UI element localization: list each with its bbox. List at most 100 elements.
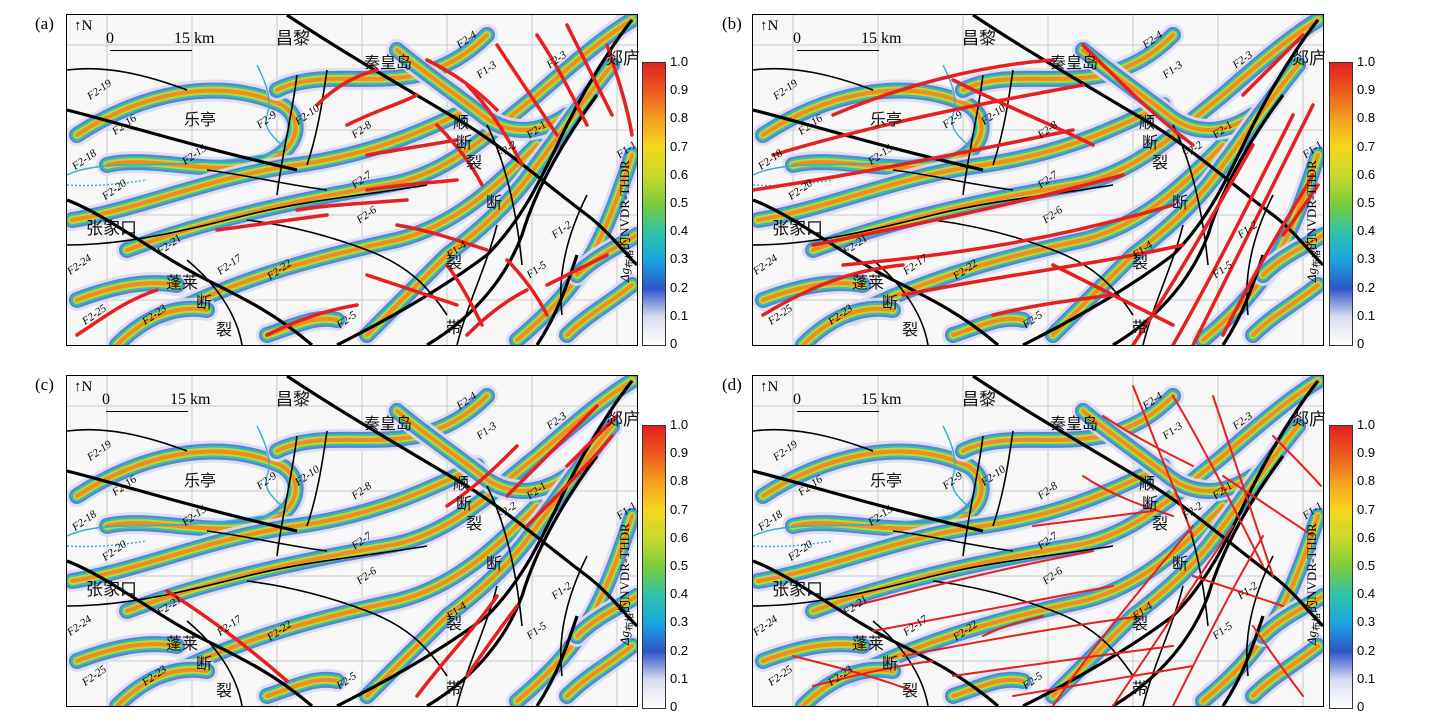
major-fault-line <box>67 559 314 706</box>
scale-end: 15 km <box>174 30 215 47</box>
place-name-changli: 昌黎 <box>276 29 310 49</box>
map-svg <box>753 15 1323 345</box>
detected-fault-trace <box>1272 435 1322 487</box>
detected-fault-trace <box>902 615 1144 657</box>
colorbar-label-main: Δg <box>617 630 632 645</box>
major-fault-line <box>535 254 579 345</box>
place-name-lie2: 裂 <box>216 681 233 700</box>
major-fault-line <box>753 559 1000 706</box>
scale-start: 0 <box>106 30 114 47</box>
detected-fault-trace <box>852 550 1094 607</box>
coastline <box>67 425 289 537</box>
colorbar-tick: 0.3 <box>670 614 689 630</box>
detected-fault-trace <box>495 43 559 137</box>
detected-fault-trace <box>265 303 359 337</box>
detected-fault-trace <box>75 288 159 337</box>
anomaly-band <box>75 642 179 663</box>
detected-fault-trace <box>565 23 614 117</box>
detected-fault-trace <box>1131 143 1255 345</box>
anomaly-band <box>70 464 479 583</box>
scale-bar: 0 15 km <box>106 30 215 51</box>
fault-line <box>753 67 874 91</box>
place-name-duan3: 断 <box>1172 193 1189 212</box>
place-name-qinhuangdao: 秦皇岛 <box>1050 53 1099 72</box>
fault-line <box>892 169 1014 191</box>
coastline <box>753 179 834 187</box>
anomaly-band <box>756 464 1165 583</box>
place-name-duan3: 断 <box>486 554 503 573</box>
major-fault-line <box>336 380 634 706</box>
detected-fault-trace <box>365 178 459 192</box>
detected-fault-trace <box>872 585 1114 632</box>
map-frame <box>752 14 1324 346</box>
place-name-duan1: 断 <box>456 133 473 152</box>
major-fault-line <box>1022 380 1320 706</box>
detected-fault-trace <box>831 58 1055 117</box>
detected-fault-trace <box>1172 535 1264 706</box>
black-faults <box>67 376 637 706</box>
detected-fault-trace <box>951 78 1095 147</box>
fault-line <box>1142 224 1184 345</box>
major-fault-line <box>1112 455 1285 706</box>
place-name-duan2: 断 <box>196 293 213 312</box>
anomaly-band <box>1261 594 1323 638</box>
map-svg <box>67 15 637 345</box>
colorbar-tick: 0.8 <box>1357 473 1376 489</box>
detected-fault-trace <box>753 128 1075 192</box>
detected-fault-trace <box>295 198 409 212</box>
anomaly-band <box>115 667 209 706</box>
detected-fault-trace <box>761 263 905 317</box>
anomaly-band <box>165 504 539 678</box>
detected-fault-trace <box>365 273 459 307</box>
map-svg <box>67 376 637 706</box>
colorbar-tick: 0.5 <box>670 558 689 573</box>
north-arrow: ↑N <box>74 18 93 34</box>
colorbar-label-sub: 布格 <box>1311 612 1322 631</box>
detected-fault-trace <box>1081 43 1195 147</box>
colorbar-tick: 0.7 <box>670 501 689 517</box>
detected-fault-trace <box>435 123 484 187</box>
detected-faults <box>792 385 1322 706</box>
colorbar-tick: 0.6 <box>1357 529 1376 545</box>
place-name-duan1: 断 <box>456 494 473 513</box>
colorbar-label-sub: 布格 <box>624 249 635 268</box>
anomaly-band <box>515 514 634 703</box>
anomaly-band <box>811 379 1320 613</box>
anomaly-band <box>365 424 614 698</box>
colorbar-label: Δg布格的NVDR-THDR <box>614 160 636 282</box>
major-fault-line <box>535 615 579 706</box>
anomaly-band <box>761 642 865 663</box>
anomaly-bands <box>67 376 637 706</box>
colorbar-tick: 0.4 <box>1357 223 1376 239</box>
place-name-zhangjiakou: 张家口 <box>772 580 823 600</box>
place-name-lie2: 裂 <box>902 681 919 700</box>
major-fault-line <box>286 376 637 628</box>
scale-line <box>110 50 192 51</box>
anomaly-band <box>115 306 209 345</box>
fault-line <box>1172 124 1209 266</box>
map-svg <box>753 376 1323 706</box>
detected-fault-trace <box>1192 575 1284 607</box>
place-name-changli: 昌黎 <box>962 390 996 410</box>
colorbar-gradient <box>642 62 666 346</box>
anomaly-band <box>165 143 539 317</box>
anomaly-band <box>75 88 298 170</box>
coastline <box>753 540 834 548</box>
place-name-lie1: 裂 <box>1152 153 1169 172</box>
detected-fault-trace <box>525 434 614 528</box>
detected-fault-trace <box>1221 173 1315 337</box>
place-name-qinhuangdao: 秦皇岛 <box>1050 414 1099 433</box>
major-fault-line <box>67 469 298 533</box>
detected-fault-trace <box>1191 103 1315 345</box>
map-frame <box>66 14 638 346</box>
north-arrow: ↑N <box>74 379 93 395</box>
fault-line <box>186 620 243 706</box>
detected-fault-trace <box>1212 395 1274 577</box>
colorbar-tick: 0 <box>670 699 678 714</box>
colorbar-tick: 0.9 <box>670 82 689 98</box>
colorbar-tick: 0.7 <box>1357 501 1376 517</box>
place-name-duan1: 断 <box>1142 494 1159 513</box>
detected-fault-trace <box>1052 525 1194 706</box>
fault-line <box>992 430 1014 527</box>
detected-fault-trace <box>505 404 599 498</box>
